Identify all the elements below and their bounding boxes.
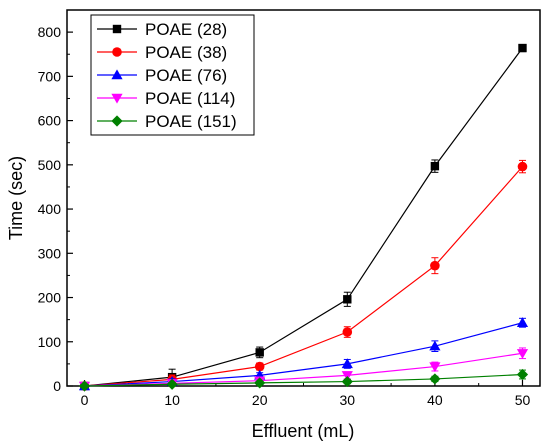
series-line [84, 373, 523, 387]
y-tick-label: 700 [38, 68, 62, 84]
legend-marker [111, 93, 123, 104]
data-point [341, 358, 353, 369]
legend-item-4: POAE (151) [97, 112, 237, 131]
legend-item-1: POAE (38) [97, 43, 227, 62]
data-point [429, 373, 441, 385]
series-4 [78, 368, 529, 392]
series-2 [78, 317, 529, 391]
legend-item-3: POAE (114) [97, 89, 235, 108]
data-point [166, 378, 178, 390]
data-point [516, 368, 529, 381]
legend-marker [112, 24, 122, 34]
data-point [255, 348, 264, 357]
series-line [84, 47, 523, 387]
x-tick-label: 0 [81, 392, 89, 408]
legend-label: POAE (114) [145, 89, 235, 108]
y-tick-label: 300 [38, 245, 62, 261]
legend-label: POAE (76) [145, 66, 227, 85]
series-line [84, 322, 523, 387]
y-tick-label: 600 [38, 113, 62, 129]
data-point [517, 161, 528, 172]
x-tick-label: 10 [164, 392, 180, 408]
data-point [429, 340, 441, 351]
legend: POAE (28) POAE (38) POAE (76) POAE (114) POA… [90, 14, 255, 136]
data-point [341, 375, 353, 388]
data-point [430, 161, 440, 171]
series-1 [79, 159, 528, 391]
legend-marker [112, 47, 122, 57]
y-tick-label: 400 [38, 201, 62, 217]
x-tick-label: 30 [340, 392, 356, 408]
series-layer [78, 43, 529, 392]
legend-marker [111, 69, 123, 80]
y-tick-label: 0 [53, 378, 61, 394]
legend-label: POAE (151) [145, 112, 237, 131]
y-tick-label: 500 [38, 157, 62, 173]
y-tick-label: 200 [38, 290, 62, 306]
y-tick-label: 100 [38, 334, 62, 350]
x-tick-label: 20 [252, 392, 268, 408]
data-point [342, 327, 353, 337]
legend-label: POAE (38) [145, 43, 227, 62]
data-point [516, 349, 529, 359]
y-tick-label: 800 [38, 24, 62, 40]
data-point [254, 377, 266, 389]
data-point [78, 380, 91, 392]
series-line [84, 166, 523, 387]
data-point [343, 295, 352, 304]
data-point [518, 43, 527, 53]
x-axis-title: Effluent (mL) [252, 421, 355, 441]
series-line [84, 352, 523, 387]
data-point [430, 260, 440, 271]
data-point [429, 362, 441, 373]
legend-item-0: POAE (28) [97, 20, 227, 39]
x-tick-label: 40 [427, 392, 443, 408]
data-point [516, 317, 529, 327]
legend-item-2: POAE (76) [97, 66, 227, 85]
x-tick-label: 50 [515, 392, 531, 408]
legend-marker [111, 115, 123, 127]
legend-label: POAE (28) [145, 20, 227, 39]
data-point [254, 361, 265, 372]
y-axis-title: Time (sec) [6, 156, 26, 240]
